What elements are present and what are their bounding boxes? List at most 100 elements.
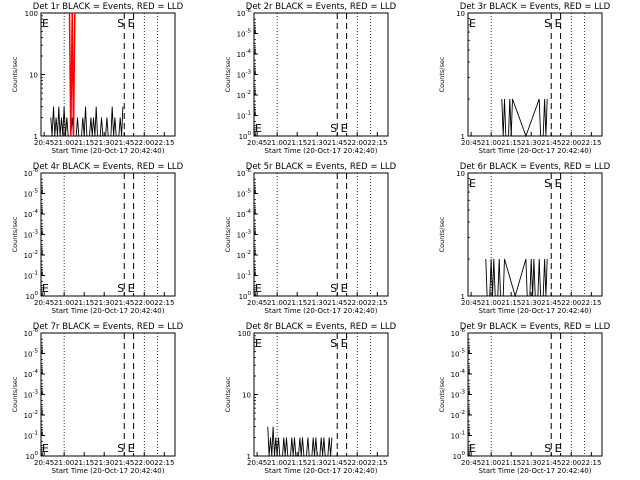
plot-frame bbox=[467, 332, 603, 457]
y-tick-label: 10-4 bbox=[237, 209, 252, 219]
end-marker-label: E bbox=[341, 282, 348, 295]
y-tick-label: 100 bbox=[453, 451, 466, 461]
y-tick-base: 10 bbox=[24, 392, 33, 400]
series-line-events bbox=[50, 106, 124, 137]
y-tick-label: 1 bbox=[247, 453, 251, 461]
y-tick-label: 1 bbox=[461, 293, 465, 301]
x-axis-label: Start Time (20-Oct-17 20:42:40) bbox=[479, 307, 592, 315]
panel-title: Det 2r BLACK = Events, RED = LLD bbox=[246, 2, 397, 12]
y-tick-label: 10 bbox=[242, 392, 251, 400]
x-tick-label: 22:15 bbox=[367, 459, 387, 467]
panel-title: Det 7r BLACK = Events, RED = LLD bbox=[33, 322, 184, 332]
y-tick-label: 10-1 bbox=[237, 111, 251, 121]
x-tick-label: 22:00 bbox=[134, 299, 154, 307]
x-tick-label: 21:45 bbox=[114, 139, 134, 147]
y-tick-label: 100 bbox=[239, 291, 252, 301]
y-tick-base: 10 bbox=[237, 252, 246, 260]
panel-title: Det 4r BLACK = Events, RED = LLD bbox=[33, 162, 184, 172]
plot-frame bbox=[253, 12, 389, 137]
x-tick-label: 21:15 bbox=[74, 459, 94, 467]
y-tick-label: 10-5 bbox=[237, 189, 252, 199]
x-tick-label: 21:30 bbox=[521, 139, 541, 147]
x-tick-label: 22:00 bbox=[134, 139, 154, 147]
x-tick-label: 22:15 bbox=[154, 459, 174, 467]
y-tick-label: 10-1 bbox=[24, 431, 38, 441]
x-axis-label: Start Time (20-Oct-17 20:42:40) bbox=[265, 147, 378, 155]
y-tick-base: 10 bbox=[237, 31, 246, 39]
y-tick-exponent: 0 bbox=[35, 451, 39, 457]
plot-frame bbox=[467, 12, 603, 137]
start-marker-label: S bbox=[330, 337, 337, 350]
x-tick-label: 21:15 bbox=[287, 139, 307, 147]
y-tick-label: 10-1 bbox=[237, 271, 251, 281]
y-tick-exponent: -1 bbox=[246, 111, 251, 117]
y-tick-exponent: -6 bbox=[246, 8, 252, 14]
panel-title: Det 6r BLACK = Events, RED = LLD bbox=[460, 162, 611, 172]
y-tick-exponent: -1 bbox=[33, 271, 38, 277]
x-tick-label: 21:15 bbox=[501, 299, 521, 307]
y-tick-label: 10-4 bbox=[24, 209, 39, 219]
y-tick-label: 10-5 bbox=[24, 349, 39, 359]
x-tick-label: 20:45 bbox=[461, 459, 481, 467]
y-tick-base: 10 bbox=[237, 191, 246, 199]
panel-det-6: Det 6r BLACK = Events, RED = LLD 1 10 Count… bbox=[438, 162, 611, 315]
y-tick-base: 10 bbox=[24, 371, 33, 379]
y-tick-exponent: -6 bbox=[246, 168, 252, 174]
y-tick-base: 10 bbox=[237, 72, 246, 80]
start-marker-label: S bbox=[330, 122, 337, 135]
y-axis-label: Counts/sec bbox=[224, 216, 232, 252]
y-tick-label: 10-6 bbox=[24, 328, 39, 338]
start-marker-label: S bbox=[544, 442, 551, 455]
end-marker-label: E bbox=[555, 17, 562, 30]
y-tick-label: 10-3 bbox=[451, 390, 466, 400]
y-tick-base: 10 bbox=[237, 170, 246, 178]
x-tick-label: 21:45 bbox=[541, 139, 561, 147]
y-tick-base: 10 bbox=[24, 232, 33, 240]
panel-det-3: Det 3r BLACK = Events, RED = LLD 1 10 Count… bbox=[438, 2, 611, 155]
x-tick-label: 20:45 bbox=[34, 139, 54, 147]
y-tick-label: 10-2 bbox=[451, 410, 465, 420]
x-tick-label: 21:30 bbox=[307, 459, 327, 467]
panel-det-1: Det 1r BLACK = Events, RED = LLD 1 10 100 Co… bbox=[11, 2, 184, 155]
y-tick-label: 100 bbox=[26, 291, 39, 301]
x-tick-label: 21:15 bbox=[287, 459, 307, 467]
x-tick-label: 22:15 bbox=[581, 459, 601, 467]
x-tick-label: 21:45 bbox=[114, 299, 134, 307]
y-tick-label: 10-1 bbox=[451, 431, 465, 441]
y-tick-label: 10-6 bbox=[24, 168, 39, 178]
end-marker-label: E bbox=[128, 282, 135, 295]
y-tick-label: 10-2 bbox=[237, 90, 251, 100]
x-tick-label: 22:15 bbox=[154, 299, 174, 307]
start-marker-label: S bbox=[544, 17, 551, 30]
x-tick-label: 21:30 bbox=[307, 299, 327, 307]
left-edge-e-label: E bbox=[255, 282, 262, 295]
y-tick-exponent: -4 bbox=[33, 209, 39, 215]
y-tick-exponent: -5 bbox=[246, 29, 252, 35]
x-tick-label: 21:00 bbox=[481, 459, 501, 467]
x-tick-label: 21:45 bbox=[327, 299, 347, 307]
y-tick-base: 10 bbox=[24, 351, 33, 359]
x-tick-label: 20:45 bbox=[34, 459, 54, 467]
x-axis-label: Start Time (20-Oct-17 20:42:40) bbox=[265, 307, 378, 315]
y-tick-base: 10 bbox=[24, 170, 33, 178]
y-tick-base: 10 bbox=[24, 191, 33, 199]
y-axis-label: Counts/sec bbox=[11, 376, 19, 412]
x-tick-label: 21:15 bbox=[74, 299, 94, 307]
y-tick-exponent: -6 bbox=[460, 328, 466, 334]
x-tick-label: 22:15 bbox=[367, 139, 387, 147]
plot-frame bbox=[40, 332, 176, 457]
end-marker-label: E bbox=[555, 442, 562, 455]
y-tick-exponent: -1 bbox=[460, 431, 465, 437]
y-tick-label: 10-3 bbox=[24, 230, 39, 240]
end-marker-label: E bbox=[555, 177, 562, 190]
x-tick-label: 22:15 bbox=[367, 299, 387, 307]
start-marker-label: S bbox=[117, 442, 124, 455]
y-tick-exponent: -4 bbox=[246, 49, 252, 55]
y-tick-exponent: -3 bbox=[460, 390, 466, 396]
x-tick-label: 21:45 bbox=[541, 459, 561, 467]
y-tick-exponent: -2 bbox=[246, 250, 251, 256]
x-tick-label: 20:45 bbox=[34, 299, 54, 307]
panel-det-2: Det 2r BLACK = Events, RED = LLD10010-11… bbox=[224, 2, 397, 155]
y-tick-label: 100 bbox=[238, 330, 251, 338]
